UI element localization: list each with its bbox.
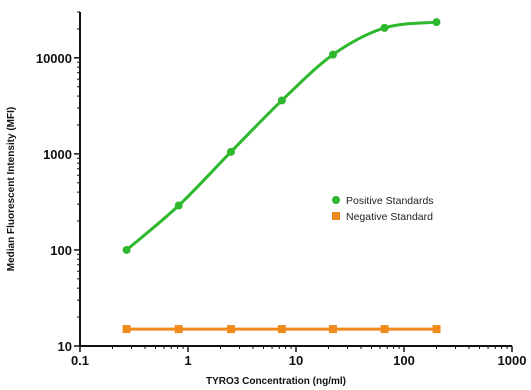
series-positive-standards: [122, 18, 441, 254]
data-point: [226, 147, 235, 156]
series-negative-standard: [122, 325, 441, 334]
legend-label: Positive Standards: [346, 195, 434, 207]
y-tick-label: 10000: [36, 51, 72, 66]
y-tick-label: 100: [50, 243, 72, 258]
data-point: [174, 325, 183, 334]
data-point: [277, 325, 286, 334]
data-point: [174, 201, 183, 210]
y-axis-title: Median Fluorescent Intensity (MFI): [6, 107, 17, 271]
data-point: [226, 325, 235, 334]
x-tick-label: 10: [289, 353, 303, 368]
y-tick-label: 1000: [43, 147, 72, 162]
x-axis-title: TYRO3 Concentration (ng/ml): [206, 376, 346, 387]
x-tick-label: 100: [393, 353, 415, 368]
data-point: [277, 96, 286, 105]
data-point: [432, 325, 441, 334]
data-point: [432, 18, 441, 27]
legend-marker: [332, 212, 340, 220]
y-tick-label: 10: [58, 339, 72, 354]
series-layer: [122, 18, 441, 334]
legend-label: Negative Standard: [346, 211, 433, 223]
axes: [79, 12, 512, 347]
x-tick-label: 1: [184, 353, 191, 368]
data-point: [328, 50, 337, 59]
legend: Positive Standards Negative Standard: [332, 195, 434, 223]
data-point: [380, 23, 389, 32]
x-tick-label: 0.1: [71, 353, 89, 368]
data-point: [380, 325, 389, 334]
legend-marker: [332, 196, 340, 204]
data-point: [122, 245, 131, 254]
data-point: [122, 325, 131, 334]
x-tick-label: 1000: [498, 353, 527, 368]
data-point: [328, 325, 337, 334]
ticks: 0.1 1 10 100 1000 10 100 1000 10000: [36, 11, 527, 368]
